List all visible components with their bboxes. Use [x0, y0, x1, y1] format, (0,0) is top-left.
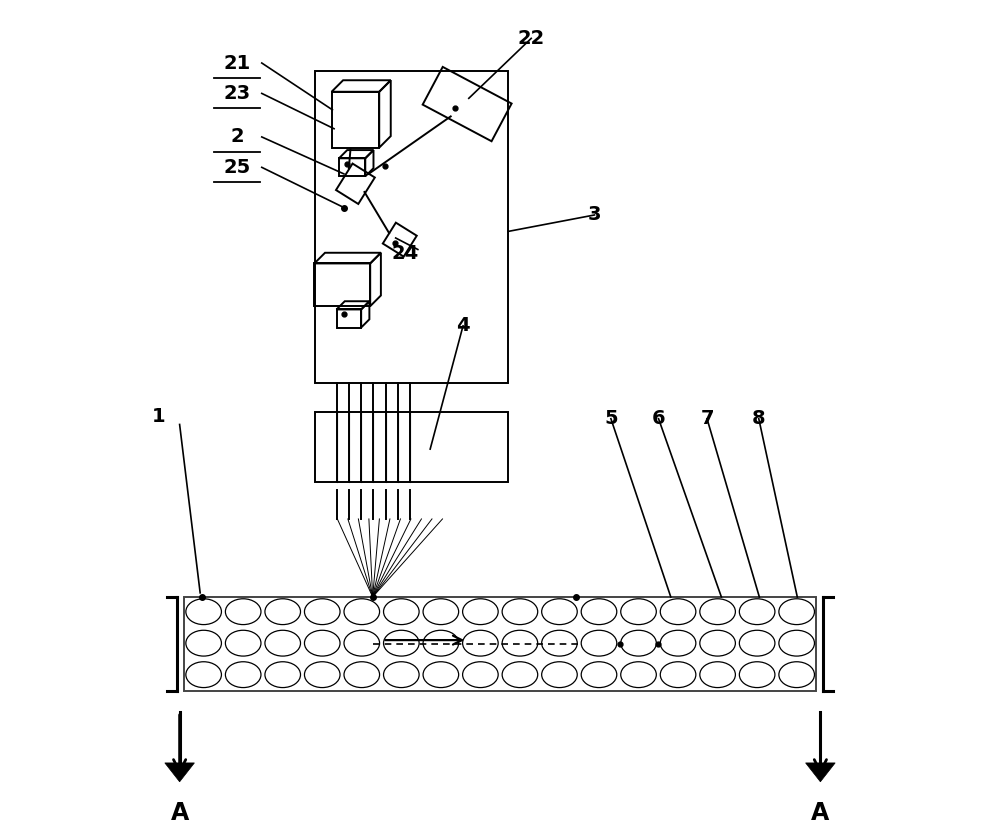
- Text: A: A: [170, 801, 189, 824]
- Text: 24: 24: [392, 244, 419, 263]
- Polygon shape: [165, 763, 194, 782]
- Text: 5: 5: [604, 409, 618, 428]
- Polygon shape: [806, 763, 835, 782]
- Text: 22: 22: [518, 29, 545, 48]
- Text: 4: 4: [456, 317, 470, 336]
- Text: 3: 3: [588, 205, 601, 224]
- Text: 7: 7: [700, 409, 714, 428]
- Text: 6: 6: [652, 409, 665, 428]
- Text: 2: 2: [230, 127, 244, 146]
- Text: A: A: [811, 801, 830, 824]
- Text: 1: 1: [152, 406, 166, 425]
- Text: 23: 23: [224, 84, 251, 103]
- Text: 8: 8: [752, 409, 766, 428]
- Text: 25: 25: [223, 158, 251, 177]
- Text: 21: 21: [223, 53, 251, 72]
